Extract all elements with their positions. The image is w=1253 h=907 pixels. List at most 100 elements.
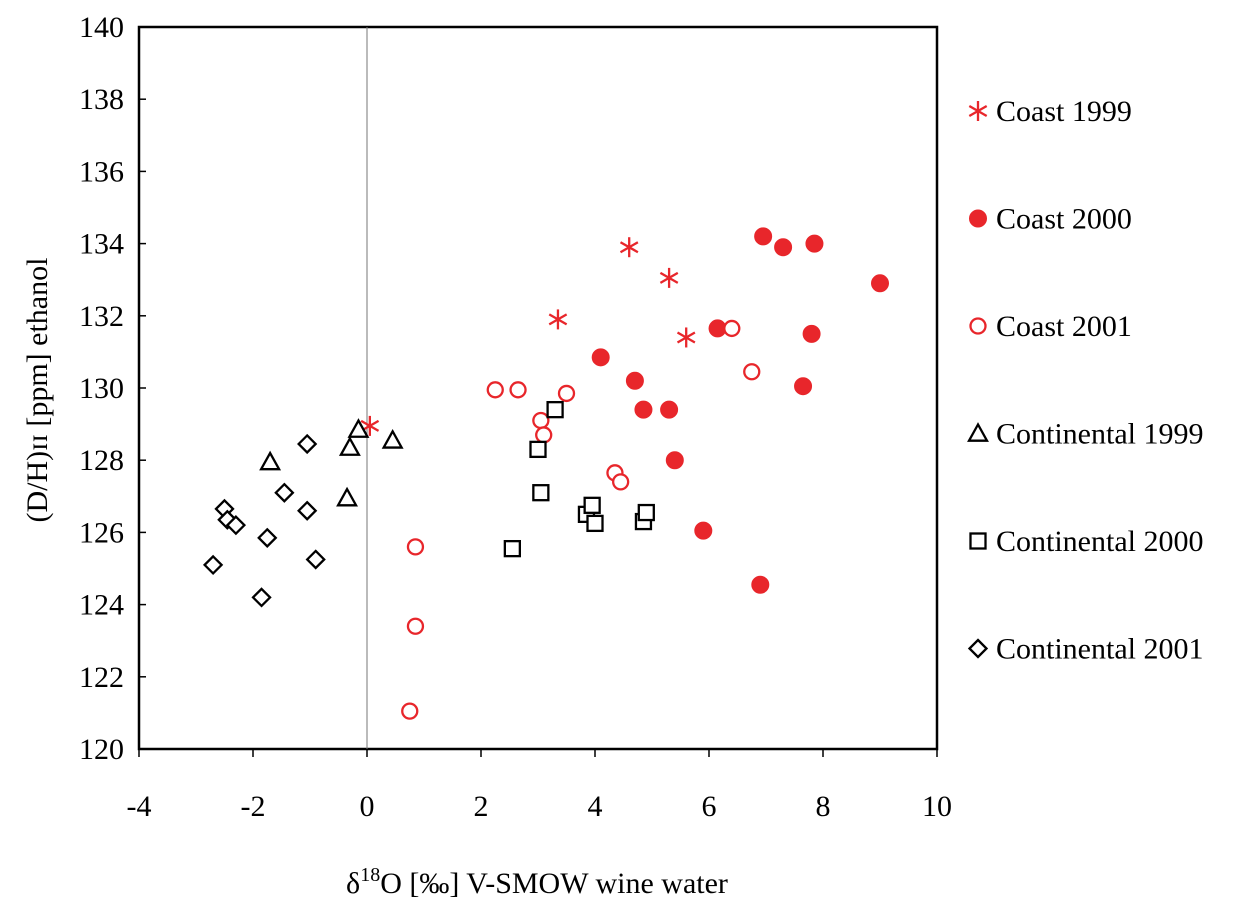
x-tick-label: 2 [474, 790, 489, 823]
y-tick-label: 120 [79, 733, 124, 766]
y-tick-label: 124 [79, 589, 124, 622]
data-point [548, 309, 568, 330]
data-point [676, 327, 696, 348]
legend-label: Continental 2000 [996, 525, 1203, 558]
data-point [660, 400, 679, 419]
series-open-square [503, 401, 655, 558]
legend-marker [967, 422, 989, 442]
legend-marker [968, 101, 988, 121]
data-point [723, 319, 741, 338]
data-point [509, 381, 527, 399]
data-point [406, 538, 425, 556]
legend: Coast 1999 Coast 2000 Coast 2001 Continenta… [967, 95, 1203, 666]
y-tick-label: 130 [79, 372, 124, 405]
data-point [297, 433, 318, 455]
data-point [637, 503, 655, 522]
data-point [694, 521, 713, 540]
series-asterisk [360, 237, 696, 436]
legend-label: Coast 2000 [996, 203, 1132, 236]
y-tick-label: 136 [79, 155, 124, 188]
data-point [665, 451, 684, 470]
data-point [259, 450, 282, 471]
data-point [251, 587, 272, 608]
legend-item: Coast 1999 [968, 95, 1132, 128]
data-point [751, 575, 770, 594]
data-point [802, 324, 821, 343]
data-point [619, 237, 639, 258]
legend-marker [969, 209, 987, 228]
data-point [347, 418, 370, 438]
legend-label: Coast 1999 [996, 95, 1132, 128]
series-open-diamond [202, 433, 326, 608]
y-tick-label: 132 [79, 300, 124, 333]
y-tick-label: 140 [79, 11, 124, 44]
data-point [401, 702, 419, 720]
data-point [297, 500, 318, 521]
data-point [586, 514, 604, 533]
x-axis-title-superscript: 18 [360, 864, 380, 886]
legend-marker [967, 638, 989, 659]
legend-item: Coast 2000 [969, 203, 1132, 236]
y-tick-label: 128 [79, 444, 124, 477]
x-axis-title: δ18O [‰] V-SMOW wine water [346, 864, 728, 900]
data-point [625, 371, 644, 390]
data-point [202, 554, 224, 576]
data-point [659, 267, 679, 288]
data-point [754, 227, 773, 246]
x-tick-label: -2 [241, 790, 266, 823]
legend-item: Continental 2000 [969, 525, 1203, 558]
data-point [583, 496, 601, 514]
x-tick-label: 10 [922, 790, 952, 823]
data-point [257, 527, 278, 548]
y-tick-label: 134 [79, 228, 124, 261]
legend-label: Coast 2001 [996, 310, 1132, 343]
series-filled-circle [591, 227, 889, 594]
x-axis-title-rest: O [‰] V-SMOW wine water [380, 867, 728, 900]
series-open-triangle [259, 418, 404, 507]
data-point [743, 363, 761, 381]
data-point [546, 401, 564, 419]
legend-label: Continental 2001 [996, 633, 1203, 666]
data-point [871, 274, 889, 293]
x-tick-label: -4 [127, 790, 152, 823]
data-point [805, 234, 824, 253]
series-open-circle [401, 319, 761, 720]
y-axis-title: (D/H)ɪɪ [ppm] ethanol [21, 258, 54, 523]
legend-item: Continental 1999 [967, 418, 1203, 451]
data-point [338, 436, 361, 456]
data-point [634, 400, 653, 419]
x-axis-title-prefix: δ [346, 867, 360, 900]
legend-label: Continental 1999 [996, 418, 1203, 451]
data-point [406, 617, 425, 635]
data-point [612, 473, 630, 491]
data-point [774, 238, 793, 257]
legend-marker [969, 532, 987, 550]
data-point [532, 411, 550, 430]
y-axis: 120 122 124 126 128 130 132 134 136 138 140 [79, 11, 146, 766]
x-tick-label: 6 [702, 790, 717, 823]
data-point [381, 428, 404, 449]
x-axis: -4 -2 0 2 4 6 8 10 [127, 749, 952, 823]
legend-item: Continental 2001 [967, 633, 1203, 666]
x-tick-label: 4 [588, 790, 603, 823]
legend-item: Coast 2001 [969, 310, 1132, 343]
y-tick-label: 122 [79, 661, 124, 694]
data-point [486, 381, 504, 399]
data-point [794, 377, 813, 396]
data-point [305, 549, 326, 570]
y-tick-label: 126 [79, 516, 124, 549]
legend-marker [969, 317, 987, 335]
x-tick-label: 8 [816, 790, 831, 823]
data-point [225, 515, 247, 536]
data-point [503, 539, 522, 558]
x-tick-label: 0 [360, 790, 375, 823]
data-point [529, 440, 547, 459]
data-point [336, 486, 359, 507]
y-tick-label: 138 [79, 83, 124, 116]
data-points [202, 227, 889, 720]
data-point [591, 348, 610, 367]
data-point [535, 426, 553, 444]
data-point [557, 384, 576, 403]
